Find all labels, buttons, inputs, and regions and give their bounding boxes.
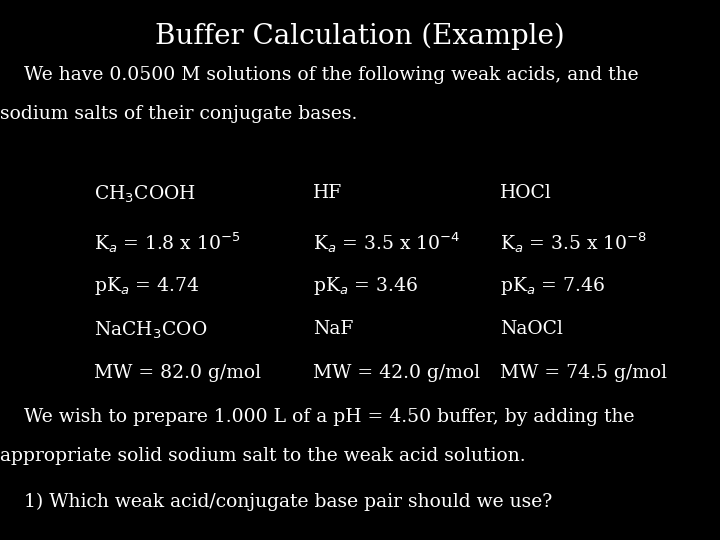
Text: NaF: NaF bbox=[313, 320, 354, 338]
Text: pK$_a$ = 7.46: pK$_a$ = 7.46 bbox=[500, 275, 606, 297]
Text: K$_a$ = 1.8 x 10$^{-5}$: K$_a$ = 1.8 x 10$^{-5}$ bbox=[94, 231, 240, 255]
Text: CH$_3$COOH: CH$_3$COOH bbox=[94, 184, 196, 205]
Text: pK$_a$ = 3.46: pK$_a$ = 3.46 bbox=[313, 275, 418, 297]
Text: K$_a$ = 3.5 x 10$^{-8}$: K$_a$ = 3.5 x 10$^{-8}$ bbox=[500, 231, 647, 255]
Text: K$_a$ = 3.5 x 10$^{-4}$: K$_a$ = 3.5 x 10$^{-4}$ bbox=[313, 231, 461, 255]
Text: MW = 42.0 g/mol: MW = 42.0 g/mol bbox=[313, 364, 480, 382]
Text: MW = 82.0 g/mol: MW = 82.0 g/mol bbox=[94, 364, 261, 382]
Text: HOCl: HOCl bbox=[500, 184, 552, 201]
Text: NaOCl: NaOCl bbox=[500, 320, 563, 338]
Text: Buffer Calculation (Example): Buffer Calculation (Example) bbox=[155, 23, 565, 50]
Text: HF: HF bbox=[313, 184, 343, 201]
Text: MW = 74.5 g/mol: MW = 74.5 g/mol bbox=[500, 364, 667, 382]
Text: 1) Which weak acid/conjugate base pair should we use?: 1) Which weak acid/conjugate base pair s… bbox=[0, 493, 552, 511]
Text: pK$_a$ = 4.74: pK$_a$ = 4.74 bbox=[94, 275, 199, 297]
Text: NaCH$_3$COO: NaCH$_3$COO bbox=[94, 320, 207, 341]
Text: We wish to prepare 1.000 L of a pH = 4.50 buffer, by adding the: We wish to prepare 1.000 L of a pH = 4.5… bbox=[0, 408, 634, 426]
Text: We have 0.0500 M solutions of the following weak acids, and the: We have 0.0500 M solutions of the follow… bbox=[0, 66, 639, 84]
Text: sodium salts of their conjugate bases.: sodium salts of their conjugate bases. bbox=[0, 105, 357, 123]
Text: appropriate solid sodium salt to the weak acid solution.: appropriate solid sodium salt to the wea… bbox=[0, 447, 526, 464]
